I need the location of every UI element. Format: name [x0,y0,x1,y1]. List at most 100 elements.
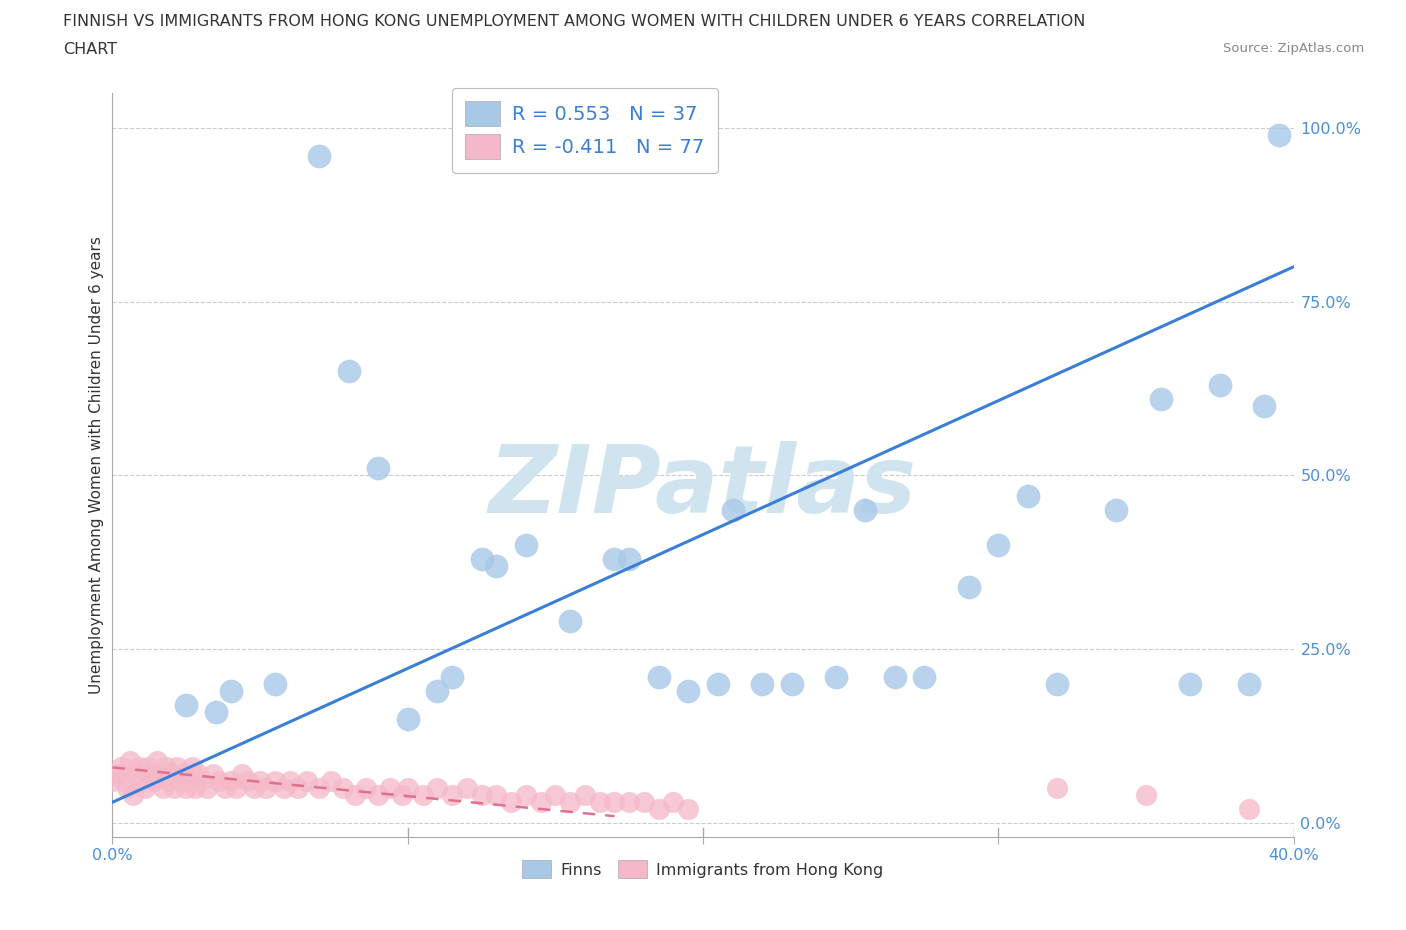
Point [751,677,773,692]
Point [142,774,165,789]
Point [149,767,172,782]
Point [166,760,188,775]
Point [558,614,582,629]
Point [205,704,228,719]
Point [588,795,610,810]
Point [146,753,169,768]
Point [107,767,129,782]
Point [441,670,464,684]
Point [391,788,413,803]
Point [264,774,287,789]
Point [544,788,567,803]
Point [332,781,354,796]
Point [426,781,449,796]
Point [184,781,207,796]
Point [780,677,803,692]
Point [485,788,508,803]
Point [201,767,224,782]
Point [1208,378,1232,392]
Text: Source: ZipAtlas.com: Source: ZipAtlas.com [1223,42,1364,55]
Point [179,774,201,789]
Point [367,461,389,476]
Point [152,781,174,796]
Point [264,677,287,692]
Point [128,760,150,775]
Point [824,670,846,684]
Legend: Finns, Immigrants from Hong Kong: Finns, Immigrants from Hong Kong [516,854,890,884]
Point [174,698,197,712]
Point [1178,677,1201,692]
Point [1046,781,1069,796]
Point [163,781,186,796]
Point [456,781,478,796]
Point [396,711,419,726]
Point [308,781,330,796]
Point [195,781,218,796]
Point [1239,802,1261,817]
Point [485,558,508,573]
Point [721,503,744,518]
Point [319,774,342,789]
Point [378,781,401,796]
Point [647,802,671,817]
Point [134,781,156,796]
Point [558,795,582,810]
Point [117,781,138,796]
Point [181,760,204,775]
Text: CHART: CHART [63,42,117,57]
Point [219,684,242,698]
Point [122,788,145,803]
Point [120,753,142,768]
Point [1017,489,1039,504]
Point [470,788,494,803]
Point [396,781,419,796]
Point [884,670,907,684]
Point [157,774,180,789]
Point [169,774,191,789]
Point [160,767,183,782]
Point [515,538,537,552]
Point [190,774,212,789]
Point [243,781,266,796]
Point [1150,392,1173,406]
Point [1046,677,1069,692]
Point [706,677,728,692]
Point [356,781,378,796]
Point [529,795,551,810]
Point [214,781,236,796]
Point [343,788,366,803]
Point [619,551,641,566]
Point [308,148,330,163]
Point [367,788,389,803]
Point [231,767,253,782]
Point [501,795,523,810]
Point [155,760,177,775]
Point [112,774,135,789]
Point [110,760,132,775]
Point [297,774,319,789]
Point [249,774,271,789]
Point [411,788,433,803]
Point [515,788,537,803]
Point [574,788,596,803]
Point [855,503,877,518]
Point [647,670,671,684]
Point [987,538,1010,552]
Text: ZIPatlas: ZIPatlas [489,442,917,533]
Point [238,774,260,789]
Point [208,774,231,789]
Point [136,760,159,775]
Point [603,551,626,566]
Point [426,684,449,698]
Y-axis label: Unemployment Among Women with Children Under 6 years: Unemployment Among Women with Children U… [89,236,104,694]
Point [187,767,209,782]
Point [441,788,464,803]
Point [225,781,247,796]
Point [273,781,295,796]
Point [1239,677,1261,692]
Point [254,781,277,796]
Point [101,774,124,789]
Point [131,774,153,789]
Point [619,795,641,810]
Point [1253,398,1275,413]
